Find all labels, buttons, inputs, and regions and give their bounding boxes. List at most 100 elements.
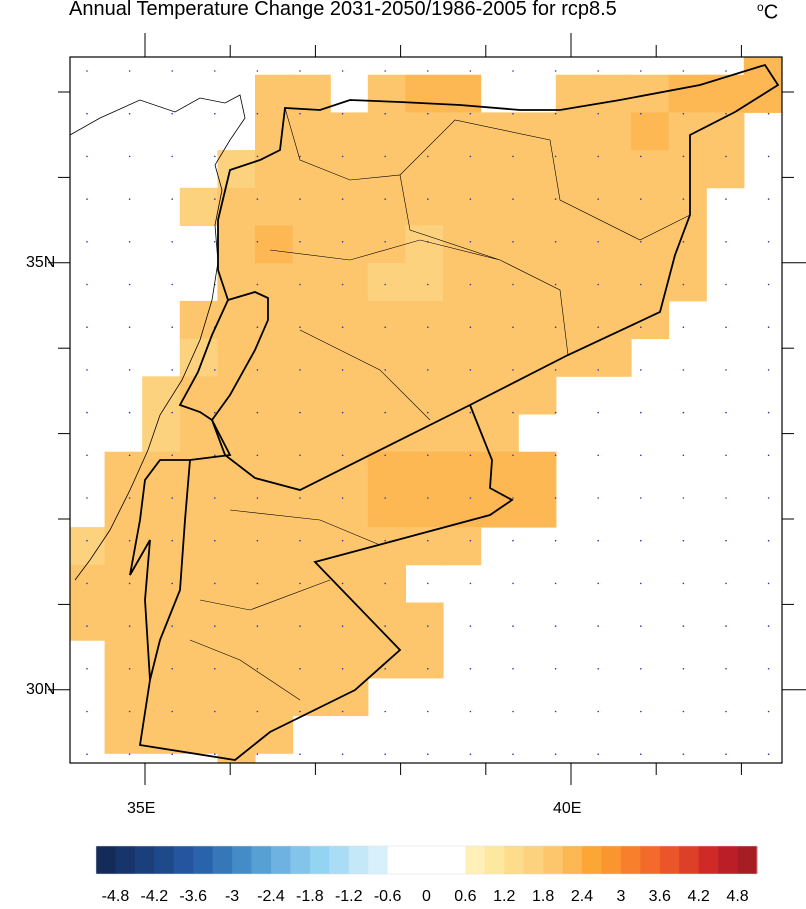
grid-dot xyxy=(767,283,770,286)
grid-dot xyxy=(128,710,131,713)
grid-cell xyxy=(405,376,444,415)
grid-cell xyxy=(330,225,369,264)
colorbar-box xyxy=(368,846,389,874)
grid-cell xyxy=(255,338,294,377)
grid-cell xyxy=(555,112,594,151)
grid-dot xyxy=(341,454,344,457)
grid-cell xyxy=(292,677,331,717)
grid-cell xyxy=(292,300,331,340)
grid-cell xyxy=(367,602,406,641)
grid-dot xyxy=(384,497,387,499)
grid-dot xyxy=(299,326,301,329)
grid-cell xyxy=(292,225,331,264)
grid-dot xyxy=(86,283,88,286)
grid-dot xyxy=(597,198,599,200)
grid-dot xyxy=(512,411,514,414)
grid-dot xyxy=(128,155,131,158)
grid-dot xyxy=(469,625,472,627)
grid-dot xyxy=(469,155,472,158)
grid-dot xyxy=(299,454,301,457)
grid-cell xyxy=(255,225,294,264)
colorbar-box xyxy=(484,846,505,874)
grid-dot xyxy=(341,668,344,670)
grid-cell xyxy=(255,112,294,151)
grid-cell xyxy=(142,564,181,603)
grid-dot xyxy=(384,326,387,329)
grid-dot xyxy=(469,454,472,457)
grid-dot xyxy=(341,753,344,755)
grid-dot xyxy=(640,668,642,670)
grid-dot xyxy=(128,411,131,414)
colorbar-box xyxy=(582,846,602,874)
grid-cell xyxy=(367,74,406,113)
grid-dot xyxy=(554,198,557,200)
grid-dot xyxy=(171,112,173,115)
grid-dot xyxy=(725,710,727,713)
lat-label-30n: 30N xyxy=(26,681,56,698)
grid-dot xyxy=(86,539,88,542)
grid-cell xyxy=(104,602,143,641)
grid-dot xyxy=(214,411,216,414)
grid-dot xyxy=(767,241,770,243)
grid-cell xyxy=(292,489,331,528)
grid-dot xyxy=(341,411,344,414)
grid-dot xyxy=(299,369,301,371)
colorbar-box xyxy=(154,846,175,874)
grid-dot xyxy=(597,454,599,457)
grid-cell xyxy=(593,338,632,377)
grid-dot xyxy=(384,70,387,72)
grid-dot xyxy=(128,753,131,755)
grid-dot xyxy=(767,753,770,755)
grid-cell xyxy=(668,74,707,113)
grid-cell xyxy=(555,263,594,302)
grid-cell xyxy=(593,112,632,151)
grid-dot xyxy=(299,70,301,72)
grid-dot xyxy=(682,155,685,158)
grid-cell xyxy=(330,150,369,189)
grid-dot xyxy=(384,369,387,371)
grid-cell xyxy=(367,150,406,189)
grid-cell xyxy=(179,640,218,679)
grid-dot xyxy=(256,326,259,329)
grid-cell xyxy=(292,564,331,603)
grid-cell xyxy=(367,225,406,264)
grid-cell xyxy=(330,640,369,679)
grid-cell xyxy=(255,300,294,340)
grid-cell xyxy=(480,338,519,377)
grid-cell xyxy=(330,414,369,453)
grid-cell xyxy=(330,300,369,340)
grid-dot xyxy=(554,283,557,286)
colorbar-box xyxy=(329,846,350,874)
colorbar-label: 4.8 xyxy=(726,888,749,905)
grid-dot xyxy=(214,668,216,670)
grid-dot xyxy=(640,753,642,755)
grid-dot xyxy=(554,710,557,713)
grid-cell xyxy=(405,640,444,679)
grid-cell xyxy=(330,338,369,377)
colorbar-box xyxy=(309,846,330,874)
grid-dot xyxy=(341,198,344,200)
grid-dot xyxy=(427,411,429,414)
grid-cell xyxy=(631,263,670,302)
grid-dot xyxy=(384,411,387,414)
grid-dot xyxy=(682,497,685,499)
grid-dot xyxy=(384,241,387,243)
grid-cell xyxy=(443,489,482,528)
grid-cell xyxy=(631,300,670,340)
colorbar-box xyxy=(193,846,214,874)
coastline xyxy=(70,94,246,581)
grid-cell xyxy=(555,187,594,226)
grid-cell xyxy=(142,414,181,453)
grid-dot xyxy=(427,155,429,158)
grid-dot xyxy=(469,241,472,243)
grid-dot xyxy=(554,70,557,72)
grid-dot xyxy=(214,582,216,585)
grid-dot xyxy=(469,283,472,286)
grid-cell xyxy=(631,225,670,264)
grid-dot xyxy=(640,283,642,286)
colorbar-box xyxy=(134,846,155,874)
grid-cell xyxy=(405,451,444,490)
grid-cell xyxy=(255,187,294,226)
grid-dot xyxy=(682,283,685,286)
grid-dot xyxy=(725,454,727,457)
